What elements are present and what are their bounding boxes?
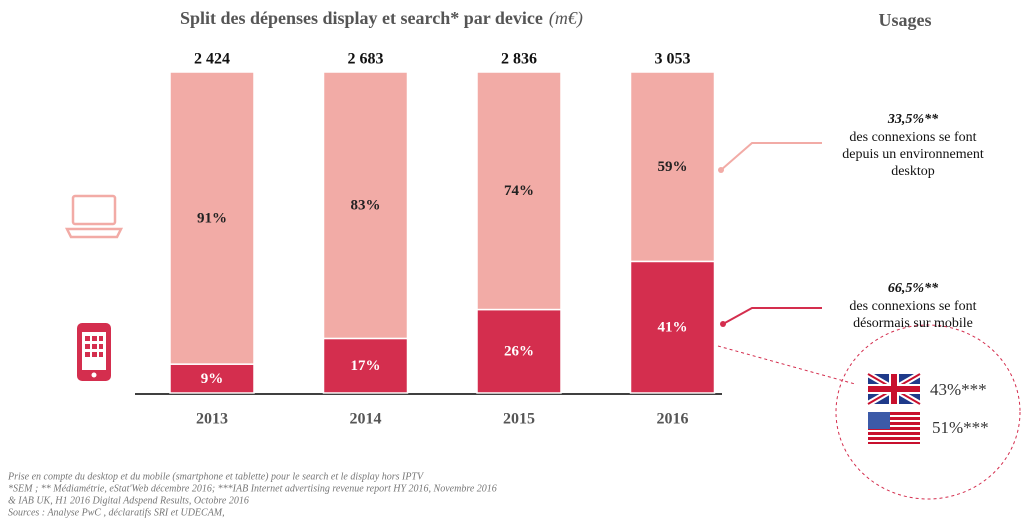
- x-tick-label: 2015: [503, 411, 535, 428]
- desktop-text: des connexions se font: [849, 130, 976, 145]
- laptop-icon: [64, 194, 124, 239]
- bar-segment: [322, 337, 409, 394]
- value-label: 17%: [351, 358, 381, 374]
- footnote: Prise en compte du desktop et du mobile …: [7, 471, 425, 482]
- footnote: & IAB UK, H1 2016 Digital Adspend Result…: [8, 495, 249, 506]
- bar-segment: [629, 71, 716, 263]
- total-label: 2 424: [194, 51, 230, 68]
- value-label: 9%: [201, 371, 224, 387]
- uk-value: 43%***: [930, 380, 987, 399]
- desktop-text: depuis un environnement: [842, 147, 984, 162]
- value-label: 74%: [504, 183, 534, 199]
- connector: [720, 142, 822, 171]
- total-label: 3 053: [655, 51, 691, 68]
- footnote: Sources : Analyse PwC , déclaratifs SRI …: [8, 507, 225, 518]
- value-label: 91%: [197, 210, 227, 226]
- bar-segment: [322, 71, 409, 340]
- bar-segment: [476, 308, 562, 394]
- uk-flag: [866, 371, 922, 407]
- us-value: 51%***: [932, 418, 989, 437]
- desktop-share: 33,5%**: [887, 112, 939, 127]
- total-label: 2 683: [348, 51, 384, 68]
- us-flag: [868, 412, 920, 444]
- mobile-text: désormais sur mobile: [853, 316, 973, 331]
- mobile-text: des connexions se font: [849, 299, 976, 314]
- bar-segment: [169, 71, 255, 365]
- value-label: 41%: [658, 320, 688, 336]
- x-tick-label: 2016: [657, 411, 689, 428]
- connector: [722, 307, 822, 325]
- usages-title: Usages: [879, 10, 932, 30]
- chart-title: Split des dépenses display et search* pa…: [180, 8, 583, 29]
- mobile-share: 66,5%**: [888, 281, 939, 296]
- x-tick-label: 2014: [350, 411, 382, 428]
- total-label: 2 836: [501, 51, 537, 68]
- desktop-text: desktop: [891, 164, 935, 179]
- bar-segment: [476, 71, 562, 311]
- value-label: 59%: [658, 159, 688, 175]
- dashed-connector: [717, 345, 856, 385]
- value-label: 26%: [504, 344, 534, 360]
- footnote: *SEM ; ** Médiamétrie, eStat'Web décembr…: [8, 483, 497, 494]
- bar-segment: [629, 260, 716, 394]
- phone-icon: [77, 323, 111, 381]
- flags-ellipse: [835, 324, 1021, 500]
- title-unit: (m€): [549, 8, 583, 29]
- x-tick-label: 2013: [196, 411, 228, 428]
- title-text: Split des dépenses display et search* pa…: [180, 8, 543, 28]
- value-label: 83%: [351, 198, 381, 214]
